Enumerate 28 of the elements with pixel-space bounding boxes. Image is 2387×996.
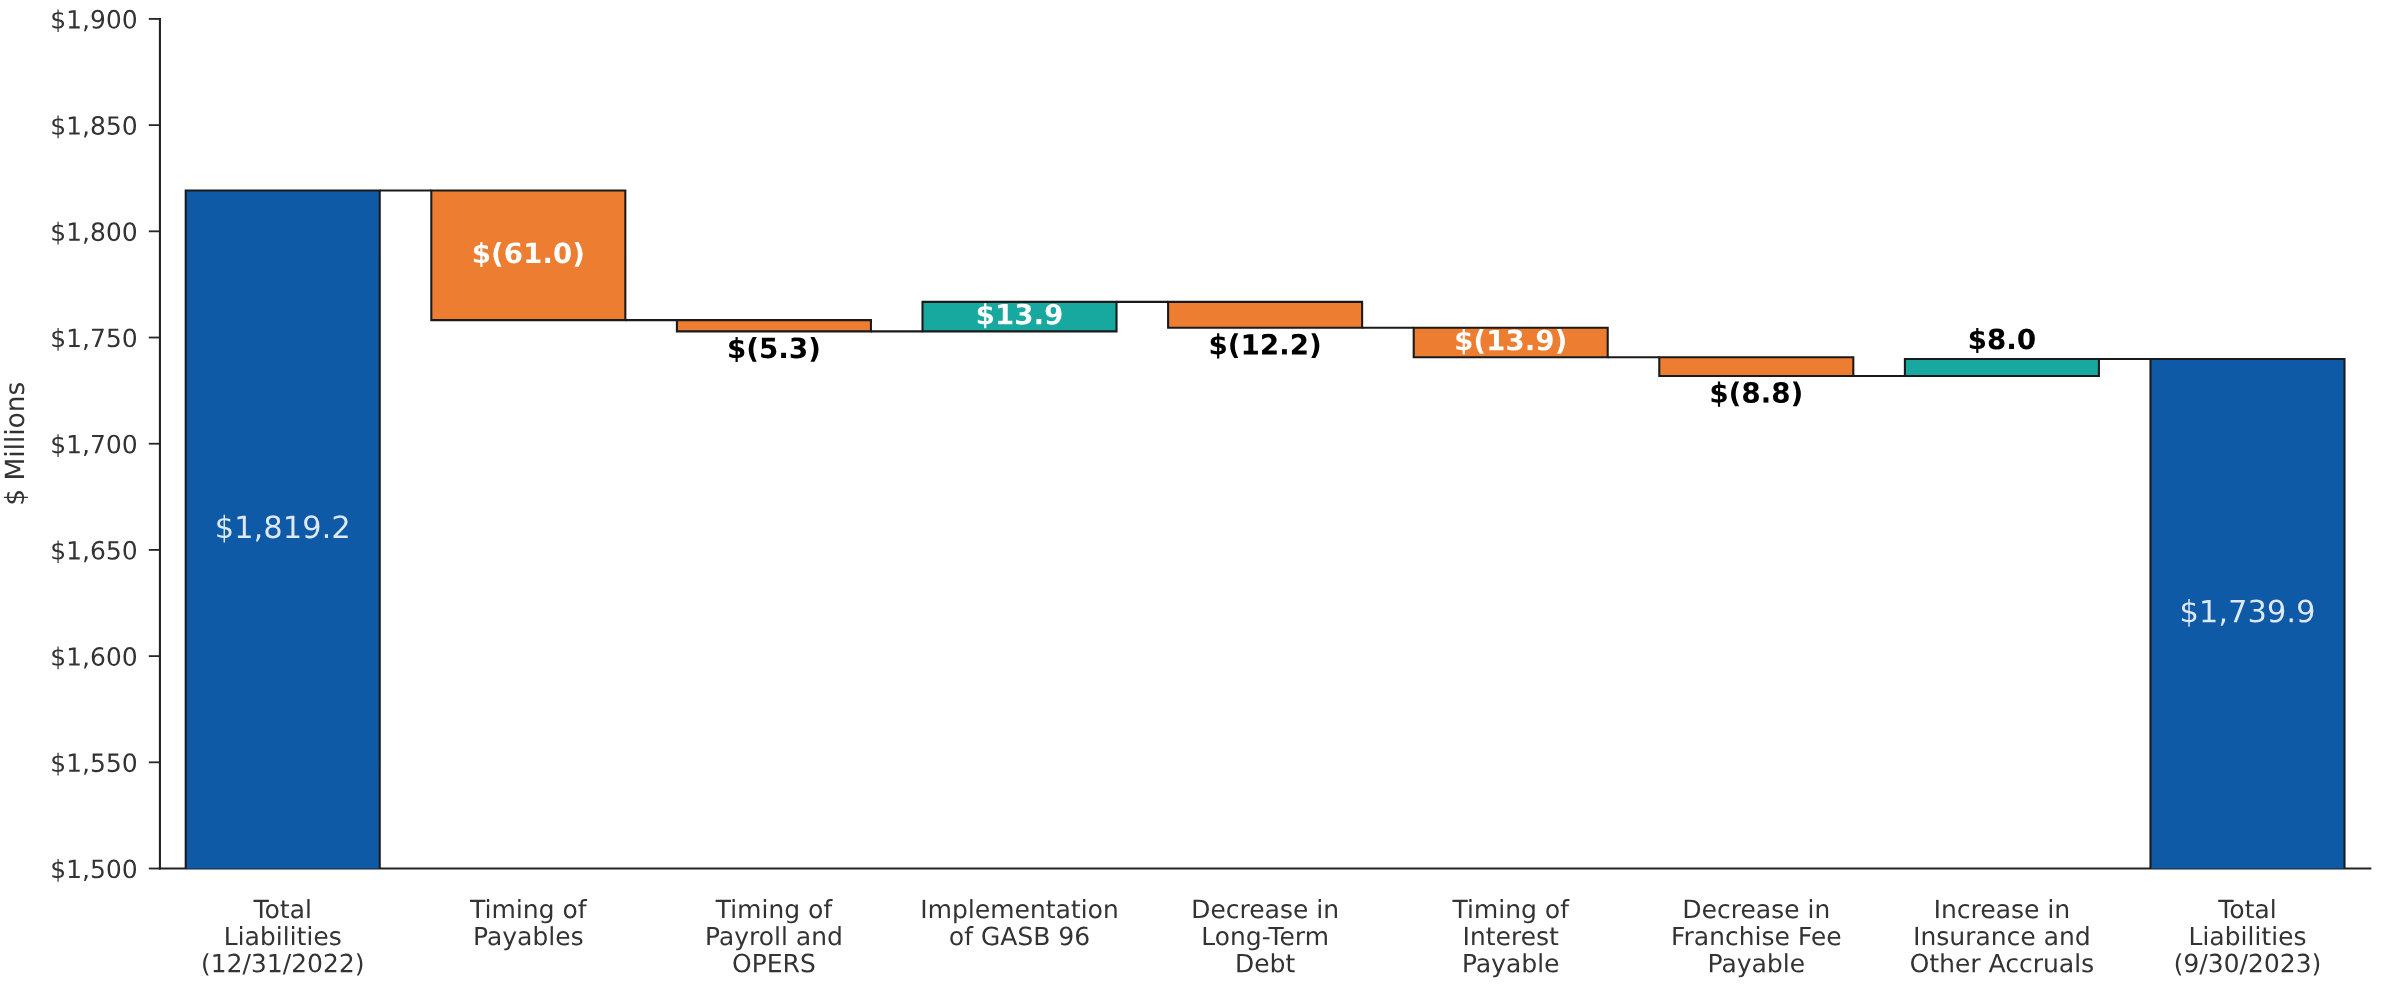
x-tick-label: Increase in Insurance and Other Accruals: [1911, 899, 2093, 973]
data-label: $(5.3): [729, 336, 819, 363]
data-label: $(8.8): [1711, 381, 1801, 407]
y-tick-label: $1,700: [52, 434, 137, 457]
data-label: $13.9: [977, 303, 1062, 329]
y-tick-label: $1,650: [52, 540, 137, 564]
data-label: $(13.9): [1456, 329, 1565, 355]
x-tick-label: Total Liabilities (12/31/2022): [203, 899, 363, 976]
data-label: $(12.2): [1210, 333, 1320, 359]
y-tick-label: $1,500: [52, 859, 137, 882]
y-tick-label: $1,600: [52, 646, 137, 670]
y-tick-label: $1,900: [52, 9, 137, 33]
data-label: $(61.0): [473, 241, 583, 268]
y-tick-label: $1,800: [52, 221, 137, 245]
x-tick-label: Decrease in Franchise Fee Payable: [1673, 899, 1841, 978]
data-label: $1,739.9: [2181, 598, 2314, 627]
x-tick-label: Implementation of GASB 96: [922, 899, 1117, 946]
data-label: $1,819.2: [217, 514, 348, 543]
data-label: $8.0: [1969, 327, 2035, 354]
x-tick-label: Timing of Payables: [470, 899, 588, 951]
y-tick-label: $1,750: [52, 328, 137, 351]
x-tick-label: Total Liabilities (9/30/2023): [2175, 899, 2320, 976]
y-tick-label: $1,550: [52, 752, 137, 776]
y-axis-title: $ Millions: [3, 383, 28, 504]
x-tick-label: Decrease in Long-Term Debt: [1193, 899, 1337, 973]
y-tick-label: $1,850: [52, 115, 137, 139]
x-tick-label: Timing of Payroll and OPERS: [707, 899, 841, 973]
x-tick-label: Timing of Interest Payable: [1452, 899, 1570, 978]
